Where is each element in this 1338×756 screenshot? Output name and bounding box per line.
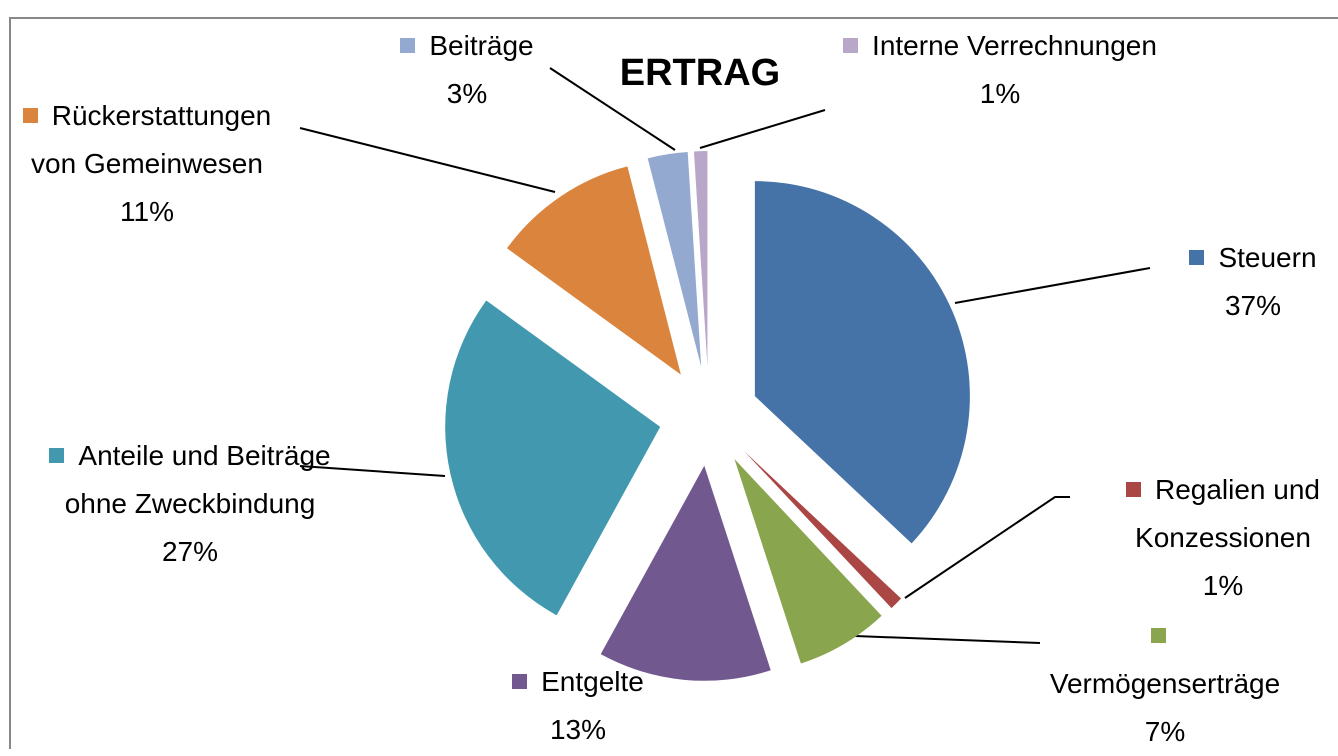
chart-title: ERTRAG — [619, 52, 781, 94]
pie-slice — [693, 151, 708, 367]
pie-slice — [445, 300, 661, 616]
data-label: Steuern 37% — [1168, 234, 1338, 330]
value-label: 13% — [549, 714, 607, 745]
data-label: Rückerstattungen von Gemeinwesen 11% — [22, 92, 272, 236]
value-label: 1% — [1202, 570, 1244, 601]
leader-line — [299, 127, 556, 193]
data-label: Interne Verrechnungen 1% — [830, 22, 1170, 118]
data-label: Anteile und Beiträge ohne Zweckbindung 27… — [40, 432, 340, 576]
value-label: 27% — [161, 536, 219, 567]
chart-border — [9, 17, 1338, 749]
legend-marker — [512, 674, 528, 689]
category-label: Beiträge — [429, 30, 534, 61]
leader-line — [904, 496, 1070, 599]
leader-lines — [299, 67, 1151, 644]
leader-line — [699, 109, 826, 149]
pie-slice — [600, 465, 771, 681]
leader-line — [299, 465, 446, 477]
category-label: Steuern — [1218, 242, 1317, 273]
value-label: 7% — [1144, 716, 1186, 747]
category-label: Entgelte — [541, 666, 644, 697]
data-label: Entgelte 13% — [478, 658, 678, 754]
data-label: Vermögenserträge 7% — [1040, 612, 1290, 756]
category-label: Rückerstattungen von Gemeinwesen — [31, 100, 272, 179]
category-label: Regalien und Konzessionen — [1135, 474, 1321, 553]
value-label: 11% — [120, 196, 174, 227]
legend-marker — [1125, 482, 1141, 497]
leader-line — [549, 67, 676, 151]
data-label: Beiträge 3% — [372, 22, 562, 118]
legend-marker — [400, 38, 416, 53]
legend-marker — [1189, 250, 1205, 265]
pie-slice — [734, 459, 882, 664]
slices — [445, 151, 970, 681]
legend-marker — [843, 38, 859, 53]
pie-slice — [647, 152, 702, 367]
value-label: 3% — [446, 78, 488, 109]
data-label: Regalien und Konzessionen 1% — [1108, 466, 1338, 610]
legend-marker — [49, 448, 65, 463]
pie-slice — [744, 451, 902, 609]
legend-marker — [1150, 628, 1166, 643]
category-label: Vermögenserträge — [1049, 668, 1281, 699]
pie-slice — [506, 166, 681, 375]
value-label: 1% — [979, 78, 1021, 109]
legend-marker — [22, 108, 38, 123]
value-label: 37% — [1224, 290, 1282, 321]
leader-line — [954, 267, 1151, 304]
category-label: Interne Verrechnungen — [872, 30, 1157, 61]
leader-line — [854, 635, 1041, 644]
pie-slice — [754, 181, 970, 544]
category-label: Anteile und Beiträge ohne Zweckbindung — [64, 440, 331, 519]
